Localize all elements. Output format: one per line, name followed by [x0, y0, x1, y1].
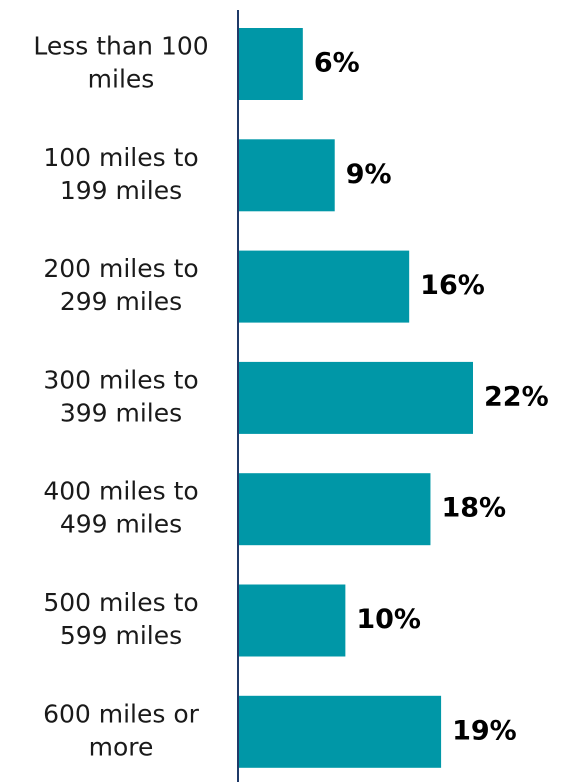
category-labels-group: Less than 100 miles 100 miles to 199 miles 2… — [33, 32, 208, 762]
bar-1 — [239, 139, 335, 212]
value-label-3: 22% — [484, 381, 549, 412]
value-label-6: 19% — [452, 715, 517, 746]
value-label-5: 10% — [356, 604, 421, 635]
value-label-1: 9% — [346, 159, 392, 190]
category-label-6-line-1: more — [89, 732, 154, 761]
category-label-5-line-1: 599 miles — [60, 621, 182, 650]
bar-0 — [239, 28, 303, 100]
category-label-3: 300 miles to 399 miles — [43, 365, 198, 427]
category-label-0: Less than 100 miles — [33, 32, 208, 94]
category-label-0-line-1: miles — [88, 65, 155, 94]
value-label-2: 16% — [420, 270, 485, 301]
category-label-1-line-0: 100 miles to — [43, 143, 198, 172]
bar-5 — [239, 584, 346, 657]
category-label-4-line-0: 400 miles to — [43, 477, 198, 506]
bar-3 — [239, 361, 473, 434]
bar-4 — [239, 473, 431, 546]
value-label-0: 6% — [314, 48, 360, 79]
category-label-4-line-1: 499 miles — [60, 510, 182, 539]
category-label-1-line-1: 199 miles — [60, 176, 182, 205]
category-label-6-line-0: 600 miles or — [43, 699, 200, 728]
category-label-5-line-0: 500 miles to — [43, 588, 198, 617]
value-label-4: 18% — [441, 493, 506, 524]
bar-6 — [239, 695, 442, 768]
category-label-2-line-0: 200 miles to — [43, 254, 198, 283]
category-label-1: 100 miles to 199 miles — [43, 143, 198, 205]
category-label-3-line-0: 300 miles to — [43, 365, 198, 394]
category-label-6: 600 miles or more — [43, 699, 200, 761]
category-label-3-line-1: 399 miles — [60, 398, 182, 427]
category-label-2-line-1: 299 miles — [60, 287, 182, 316]
category-label-0-line-0: Less than 100 — [33, 32, 208, 61]
value-labels-group: 6% 9% 16% 22% 18% 10% 19% — [314, 48, 549, 747]
category-label-4: 400 miles to 499 miles — [43, 477, 198, 539]
bars-group — [239, 28, 473, 768]
bar-2 — [239, 250, 410, 323]
category-label-2: 200 miles to 299 miles — [43, 254, 198, 316]
category-label-5: 500 miles to 599 miles — [43, 588, 198, 650]
